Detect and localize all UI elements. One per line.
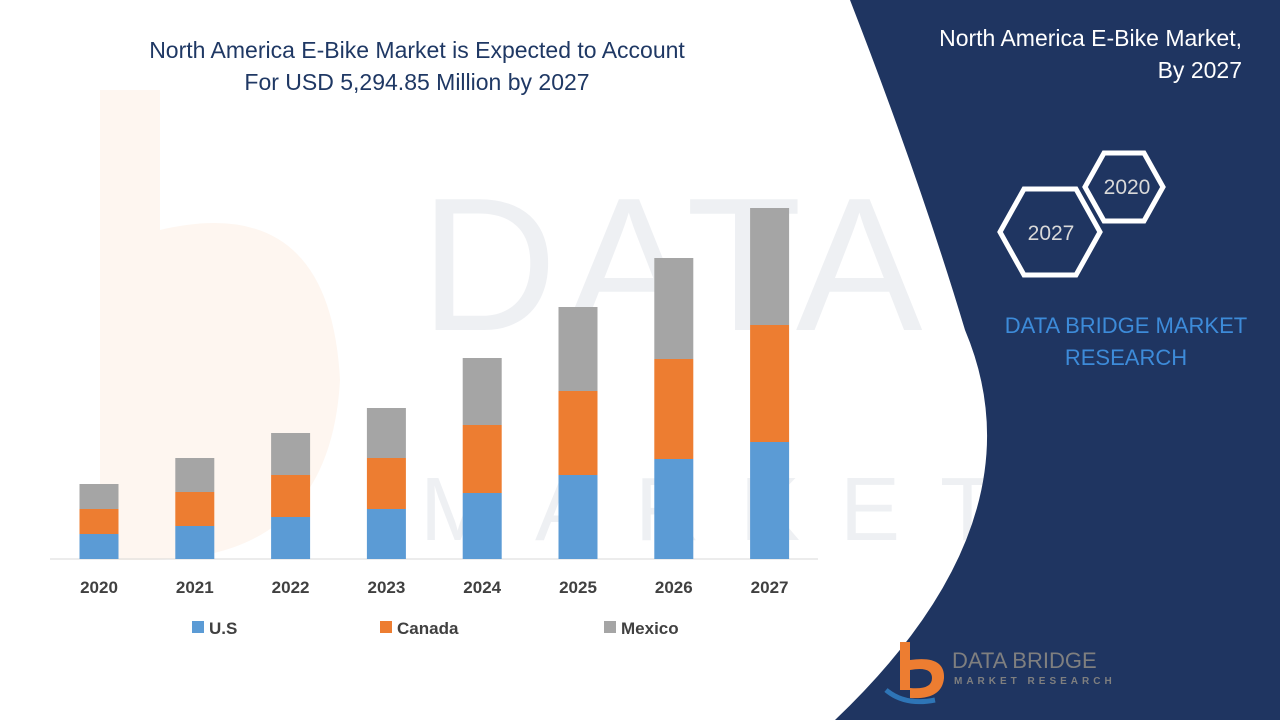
hex-back-label: 2020 (1104, 176, 1151, 199)
legend-swatch-canada (380, 621, 392, 633)
bar-us-2027 (750, 442, 790, 559)
bar-us-2024 (462, 493, 502, 559)
x-tick-label: 2026 (655, 578, 693, 597)
x-tick-label: 2025 (559, 578, 597, 597)
hex-back-shape (1082, 150, 1166, 224)
bar-canada-2025 (558, 391, 598, 475)
logo-icon (884, 642, 945, 705)
bar-canada-2027 (750, 325, 790, 442)
bar-us-2021 (175, 526, 215, 559)
x-tick-label: 2021 (176, 578, 214, 597)
chart-title-line2: For USD 5,294.85 Million by 2027 (244, 69, 590, 95)
panel-title-line1: North America E-Bike Market, (939, 25, 1242, 51)
bar-canada-2024 (462, 425, 502, 493)
x-tick-label: 2027 (751, 578, 789, 597)
bar-us-2023 (366, 509, 406, 559)
bar-mexico-2025 (558, 307, 598, 391)
panel-title-line2: By 2027 (1157, 57, 1242, 83)
bar-mexico-2027 (750, 208, 790, 325)
side-panel (835, 0, 1280, 720)
legend-label-mexico: Mexico (621, 619, 679, 638)
bar-mexico-2021 (175, 458, 215, 492)
bar-canada-2020 (79, 509, 119, 534)
bar-us-2022 (271, 517, 311, 559)
bar-us-2020 (79, 534, 119, 559)
bar-mexico-2024 (462, 358, 502, 425)
bar-canada-2022 (271, 475, 311, 517)
logo-tagline: MARKET RESEARCH (954, 676, 1116, 687)
x-tick-label: 2022 (272, 578, 310, 597)
hex-front-label: 2027 (1028, 222, 1075, 245)
bar-canada-2023 (366, 458, 406, 509)
brand-text-line1: DATA BRIDGE MARKET (1004, 313, 1248, 338)
chart-title-line1: North America E-Bike Market is Expected … (149, 37, 685, 63)
brand-text-line2: RESEARCH (1064, 345, 1188, 370)
bar-mexico-2022 (271, 433, 311, 475)
x-tick-label: 2024 (463, 578, 501, 597)
bar-mexico-2023 (366, 408, 406, 458)
bar-mexico-2026 (654, 258, 694, 359)
logo-name: DATA BRIDGE (952, 648, 1097, 673)
legend-swatch-us (192, 621, 204, 633)
bar-canada-2026 (654, 359, 694, 459)
bar-us-2026 (654, 459, 694, 559)
x-tick-label: 2020 (80, 578, 118, 597)
bar-canada-2021 (175, 492, 215, 526)
bar-mexico-2020 (79, 484, 119, 509)
legend-label-us: U.S (209, 619, 237, 638)
bar-us-2025 (558, 475, 598, 559)
hex-front-shape (997, 186, 1103, 278)
legend-swatch-mexico (604, 621, 616, 633)
legend-label-canada: Canada (397, 619, 459, 638)
x-tick-label: 2023 (367, 578, 405, 597)
